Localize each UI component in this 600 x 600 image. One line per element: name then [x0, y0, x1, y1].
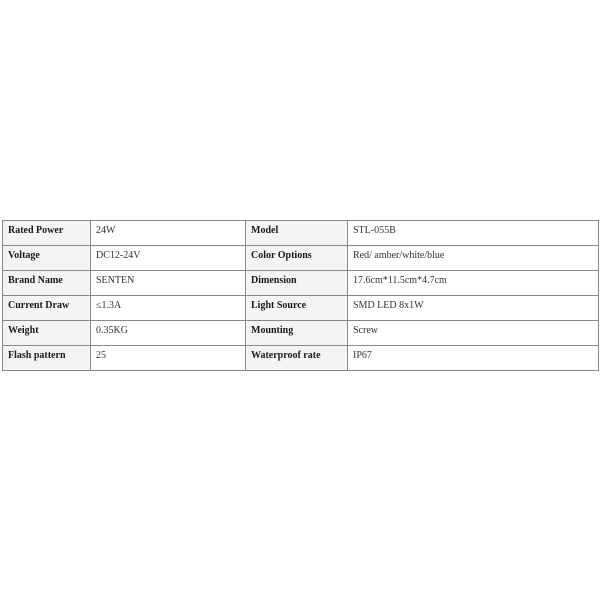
spec-label: Flash pattern — [2, 345, 91, 371]
spec-value: 0.35KG — [90, 320, 246, 346]
table-row: Voltage DC12-24V Color Options Red/ amber/w… — [2, 245, 599, 271]
spec-label: Waterproof rate — [245, 345, 348, 371]
spec-value: SMD LED 8x1W — [347, 295, 599, 321]
spec-label: Light Source — [245, 295, 348, 321]
spec-value: ≤1.3A — [90, 295, 246, 321]
spec-table: Rated Power 24W Model STL-055B Voltage DC12-2… — [2, 220, 599, 371]
spec-label: Mounting — [245, 320, 348, 346]
spec-value: SENTEN — [90, 270, 246, 296]
spec-value: 25 — [90, 345, 246, 371]
spec-value: IP67 — [347, 345, 599, 371]
spec-label: Rated Power — [2, 220, 91, 246]
spec-label: Model — [245, 220, 348, 246]
spec-value: DC12-24V — [90, 245, 246, 271]
spec-label: Current Draw — [2, 295, 91, 321]
spec-label: Voltage — [2, 245, 91, 271]
spec-value: 17.6cm*11.5cm*4.7cm — [347, 270, 599, 296]
spec-value: Screw — [347, 320, 599, 346]
spec-table-body: Rated Power 24W Model STL-055B Voltage DC12-2… — [2, 220, 599, 371]
spec-value: STL-055B — [347, 220, 599, 246]
spec-label: Color Options — [245, 245, 348, 271]
spec-label: Brand Name — [2, 270, 91, 296]
spec-value: Red/ amber/white/blue — [347, 245, 599, 271]
table-row: Current Draw ≤1.3A Light Source SMD LED 8x1… — [2, 295, 599, 321]
spec-label: Dimension — [245, 270, 348, 296]
spec-value: 24W — [90, 220, 246, 246]
spec-label: Weight — [2, 320, 91, 346]
table-row: Weight 0.35KG Mounting Screw — [2, 320, 599, 346]
table-row: Rated Power 24W Model STL-055B — [2, 220, 599, 246]
table-row: Flash pattern 25 Waterproof rate IP67 — [2, 345, 599, 371]
table-row: Brand Name SENTEN Dimension 17.6cm*11.5cm*4… — [2, 270, 599, 296]
